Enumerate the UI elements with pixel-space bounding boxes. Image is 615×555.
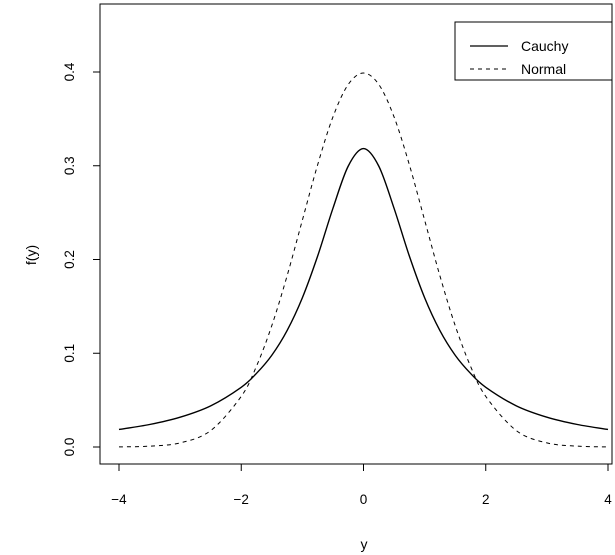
y-axis-label: f(y) bbox=[23, 245, 39, 265]
y-tick-label: 0.3 bbox=[62, 156, 77, 175]
x-tick-label: −4 bbox=[111, 492, 127, 507]
legend-label-normal: Normal bbox=[521, 61, 566, 77]
legend-label-cauchy: Cauchy bbox=[521, 38, 568, 54]
y-tick-label: 0.4 bbox=[62, 62, 77, 81]
x-tick-label: 2 bbox=[482, 492, 490, 507]
legend: Cauchy Normal bbox=[454, 21, 613, 81]
y-axis: 0.0 0.1 0.2 0.3 0.4 bbox=[62, 62, 101, 457]
series-layer bbox=[118, 72, 609, 448]
y-tick-label: 0.0 bbox=[62, 438, 77, 457]
x-axis: −4 −2 0 2 4 bbox=[111, 463, 612, 507]
series-line-cauchy bbox=[118, 147, 609, 431]
x-axis-label: y bbox=[361, 536, 368, 552]
x-tick-label: 0 bbox=[360, 492, 368, 507]
x-tick-label: −2 bbox=[234, 492, 249, 507]
y-tick-label: 0.1 bbox=[62, 344, 77, 363]
x-tick-label: 4 bbox=[604, 492, 612, 507]
legend-box bbox=[454, 21, 613, 81]
series-line-normal bbox=[118, 72, 609, 448]
y-tick-label: 0.2 bbox=[62, 250, 77, 269]
